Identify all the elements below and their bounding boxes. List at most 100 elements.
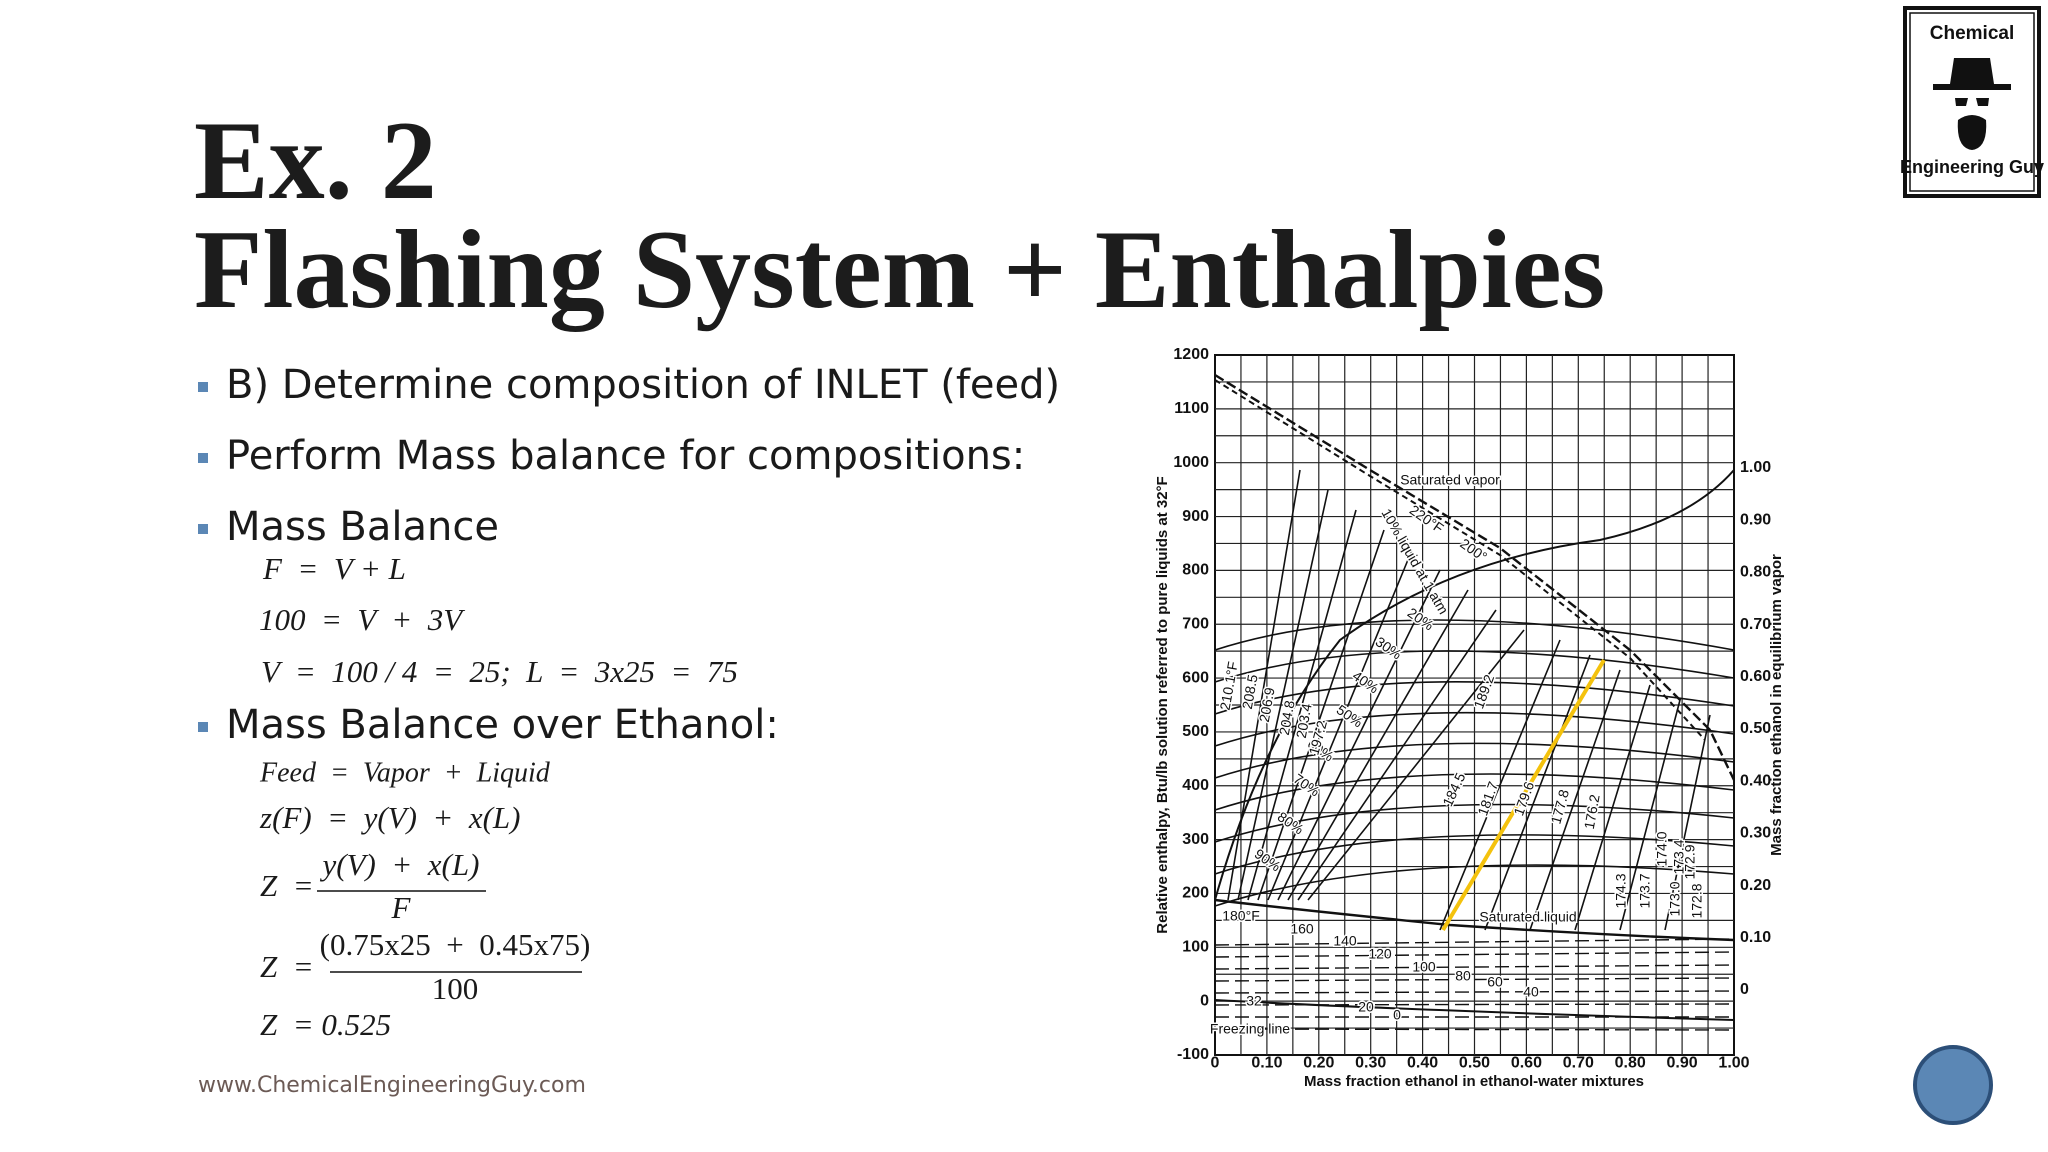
footer-url: www.ChemicalEngineeringGuy.com — [198, 1073, 586, 1098]
x-tick-label: 0.60 — [1511, 1054, 1542, 1071]
y2-tick-label: 0.60 — [1740, 668, 1771, 685]
isotherm-liquid — [1214, 977, 1735, 982]
isotherm-liquid — [1214, 938, 1735, 946]
isotherm — [1287, 589, 1469, 901]
curve-label: 120 — [1368, 946, 1392, 962]
curve-label: 32 — [1246, 993, 1262, 1009]
fraction-denominator: F — [391, 890, 412, 925]
tie-line — [1441, 658, 1606, 932]
equation: V = 100 / 4 = 25; L = 3x25 = 75 — [261, 654, 738, 689]
bullet: B) Determine composition of INLET (feed) — [226, 362, 1060, 408]
y2-tick-label: 0.80 — [1740, 564, 1771, 581]
isotherm-liquid — [1214, 990, 1735, 994]
saturated-vapor-line — [1214, 373, 1736, 781]
isotherm — [1307, 629, 1525, 901]
y-tick-label: 700 — [1182, 615, 1209, 632]
logo-glasses — [1955, 98, 1989, 106]
bullet-marker — [198, 524, 208, 534]
equation: Z = 0.525 — [260, 1007, 391, 1042]
concentration-curve — [1214, 619, 1735, 651]
isotherm-liquid — [1214, 1003, 1735, 1006]
y2-tick-label: 0.90 — [1740, 511, 1771, 528]
y-tick-label: 900 — [1182, 508, 1209, 525]
y2-tick-label: 0 — [1740, 981, 1749, 998]
x-tick-label: 0 — [1211, 1054, 1220, 1071]
y-tick-label: 300 — [1182, 831, 1209, 848]
curve-label: 208.5 — [1239, 673, 1261, 710]
bullet-marker — [198, 382, 208, 392]
curve-label: 160 — [1290, 921, 1314, 937]
equation: 100 = V + 3V — [259, 602, 465, 637]
curve-label: Freezing line — [1210, 1021, 1290, 1037]
concentration-curve — [1214, 864, 1735, 907]
curve-label: 0 — [1393, 1007, 1401, 1023]
y-tick-label: 400 — [1182, 777, 1209, 794]
x-tick-label: 0.80 — [1615, 1054, 1646, 1071]
isotherm — [1277, 569, 1441, 901]
nav-button[interactable] — [1913, 1045, 1993, 1125]
curve-label: 80 — [1455, 968, 1471, 984]
concentration-curve — [1214, 834, 1735, 875]
isotherm — [1664, 714, 1711, 931]
isotherm — [1257, 529, 1385, 901]
x-tick-label: 0.20 — [1303, 1054, 1334, 1071]
y2-tick-label: 0.70 — [1740, 616, 1771, 633]
x-tick-label: 0.10 — [1251, 1054, 1282, 1071]
equilibrium-vapor-curve — [1214, 469, 1735, 901]
x-tick-label: 0.50 — [1459, 1054, 1490, 1071]
isotherm — [1484, 654, 1591, 931]
curve-label: 20 — [1358, 999, 1374, 1015]
fraction-numerator: (0.75x25 + 0.45x75) — [320, 927, 591, 962]
x-tick-label: 1.00 — [1718, 1054, 1749, 1071]
curve-label: 173.0 — [1667, 881, 1683, 916]
bullet-marker — [198, 722, 208, 732]
equation-lhs: Z = — [260, 949, 314, 984]
curve-label: 100 — [1412, 959, 1436, 975]
y2-tick-label: 1.00 — [1740, 459, 1771, 476]
equation: Feed = Vapor + Liquid — [259, 757, 551, 788]
logo-frame — [1903, 6, 2041, 198]
equation-lhs: Z = — [260, 868, 314, 903]
concentration-curve — [1214, 803, 1735, 843]
curve-label: 40 — [1523, 984, 1539, 1000]
y-tick-label: 1100 — [1174, 400, 1209, 417]
x-tick-label: 0.70 — [1563, 1054, 1594, 1071]
isotherm — [1439, 639, 1561, 931]
logo-hat — [1933, 58, 2011, 90]
concentration-curve — [1214, 650, 1735, 683]
concentration-curve — [1214, 773, 1735, 811]
curve-label: 174.0 — [1654, 831, 1670, 866]
equations: F = V + L 100 = V + 3V V = 100 / 4 = 25;… — [259, 551, 738, 1042]
y2-tick-label: 0.20 — [1740, 877, 1771, 894]
logo-line2: Engineering Guy — [1900, 157, 2044, 177]
vapor-line-2 — [1214, 379, 1706, 741]
curve-label: 174.3 — [1613, 873, 1629, 908]
equation: z(F) = y(V) + x(L) — [259, 800, 520, 835]
y-tick-label: 200 — [1182, 885, 1209, 902]
y-tick-label: 0 — [1200, 992, 1209, 1009]
y-axis-title: Relative enthalpy, Btu/lb solution refer… — [1154, 476, 1171, 933]
concentration-curve — [1214, 742, 1735, 779]
isotherm — [1529, 669, 1621, 931]
logo-beard — [1957, 115, 1987, 150]
bullet: Mass Balance — [226, 504, 499, 550]
y2-tick-label: 0.50 — [1740, 720, 1771, 737]
y-tick-label: 600 — [1182, 669, 1209, 686]
bullet: Perform Mass balance for compositions: — [226, 433, 1025, 479]
concentration-curve — [1214, 681, 1735, 715]
saturated-liquid-line — [1214, 898, 1735, 942]
x-tick-label: 0.40 — [1407, 1054, 1438, 1071]
equation: F = V + L — [262, 551, 406, 586]
enthalpy-chart: Relative enthalpy, Btu/lb solution refer… — [1154, 346, 1785, 1090]
y-tick-label: 800 — [1182, 562, 1209, 579]
isotherm — [1297, 609, 1497, 901]
curve-label: 180°F — [1222, 908, 1260, 924]
y2-axis-title: Mass fraction ethanol in equilibrium vap… — [1768, 554, 1785, 856]
logo-line1: Chemical — [1930, 23, 2014, 44]
y-tick-label: 1200 — [1173, 346, 1209, 363]
bullet-marker — [198, 453, 208, 463]
y2-tick-label: 0.10 — [1740, 929, 1771, 946]
title-line1: Ex. 2 — [194, 99, 437, 223]
